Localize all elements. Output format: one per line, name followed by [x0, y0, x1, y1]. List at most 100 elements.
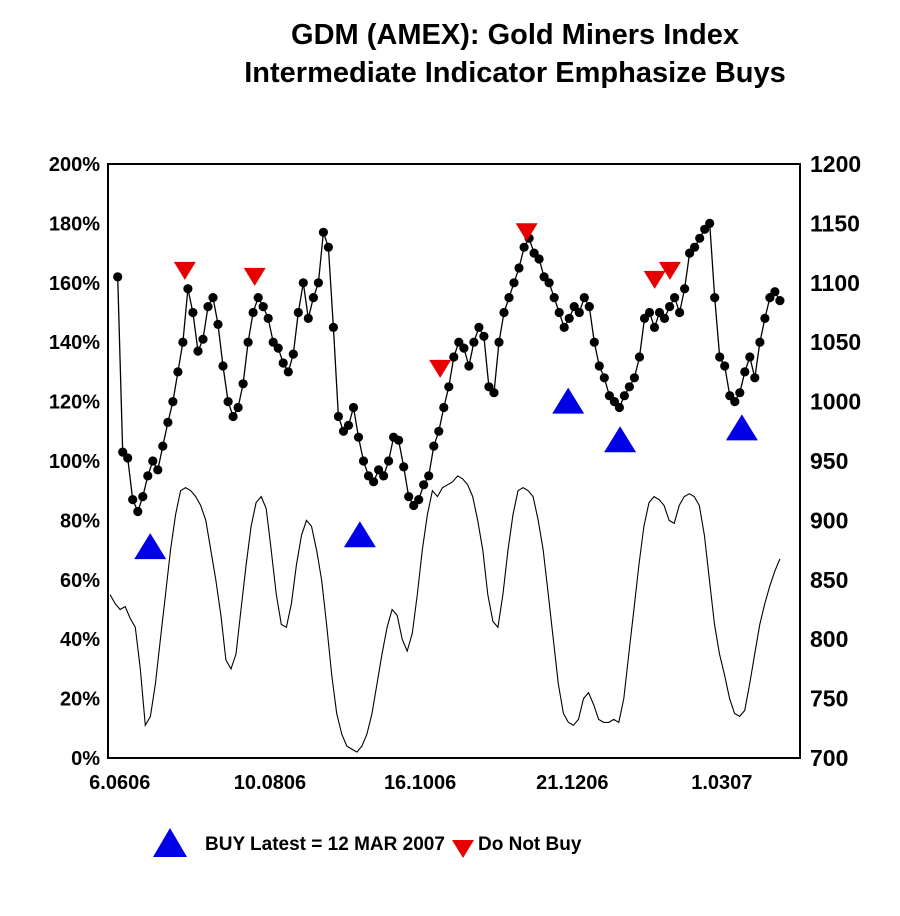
- index-series-dot: [283, 367, 293, 377]
- left-axis-tick-label: 40%: [60, 629, 100, 651]
- index-series-dot: [298, 278, 308, 288]
- index-series-dot: [489, 388, 499, 398]
- index-series-dot: [494, 337, 504, 347]
- index-series-dot: [464, 361, 474, 371]
- chart-title: GDM (AMEX): Gold Miners Index Intermedia…: [0, 16, 900, 92]
- index-series-dot: [404, 492, 414, 502]
- index-series-dot: [544, 278, 554, 288]
- index-series-dot: [248, 307, 258, 318]
- index-series-dot: [710, 293, 720, 303]
- index-series-dot: [504, 293, 514, 303]
- right-axis-tick-label: 1050: [810, 329, 861, 355]
- index-series-dot: [308, 293, 318, 303]
- left-axis-tick-label: 60%: [60, 570, 100, 592]
- index-series-dot: [348, 402, 359, 413]
- index-series-dot: [459, 343, 469, 353]
- index-series-dot: [153, 465, 163, 475]
- index-series-dot: [419, 480, 429, 490]
- index-series-dot: [534, 254, 544, 264]
- buy-signal-triangle: [725, 414, 758, 441]
- index-series-dot: [128, 495, 138, 505]
- index-series-dot: [163, 417, 173, 427]
- left-axis-tick-label: 180%: [49, 213, 100, 235]
- x-axis-tick-label: 21.1206: [536, 772, 608, 794]
- index-series-dot: [183, 284, 193, 294]
- index-series-dot: [293, 307, 303, 318]
- index-series-dot: [138, 492, 148, 502]
- index-series-dot: [665, 302, 675, 312]
- index-series-dot: [394, 435, 404, 445]
- index-series-dot: [474, 322, 484, 332]
- index-series-dot: [148, 456, 158, 466]
- index-series-dot: [263, 313, 273, 323]
- index-series-dot: [715, 352, 725, 362]
- do-not-buy-signal-triangle: [658, 261, 681, 280]
- index-series-dot: [750, 373, 760, 383]
- index-series-dot: [133, 506, 143, 517]
- legend-buy-label: BUY Latest = 12 MAR 2007: [205, 834, 445, 855]
- index-series-dot: [745, 352, 755, 362]
- chart-title-line1: GDM (AMEX): Gold Miners Index: [291, 19, 739, 51]
- left-axis-tick-label: 120%: [49, 392, 100, 414]
- do-not-buy-signal-triangle: [643, 270, 666, 289]
- right-axis-tick-label: 1100: [810, 270, 860, 296]
- index-series-dot: [519, 242, 529, 252]
- index-series-dot: [614, 402, 625, 413]
- do-not-buy-signal-triangle: [173, 261, 196, 280]
- plot-area: 0% 20% 40% 60% 80% 100% 120% 140% 160% 180% 200% 70…: [0, 144, 900, 808]
- index-series-dot: [379, 471, 389, 481]
- left-axis-tick-label: 160%: [49, 273, 100, 295]
- index-series-dot: [253, 293, 263, 303]
- index-series-dot: [735, 388, 745, 398]
- index-series-dot: [755, 337, 765, 347]
- right-axis-tick-label: 1200: [810, 151, 861, 177]
- index-series-dot: [188, 307, 198, 318]
- index-series-dot: [705, 218, 715, 228]
- right-axis-tick-label: 1000: [810, 389, 861, 415]
- buy-signal-triangle: [552, 387, 585, 414]
- index-series-dot: [384, 456, 394, 466]
- chart-title-line2: Intermediate Indicator Emphasize Buys: [244, 57, 786, 89]
- right-axis-tick-label: 950: [810, 448, 848, 474]
- index-series-dot: [414, 495, 424, 505]
- plot-frame: [107, 163, 801, 759]
- index-series-dot: [629, 373, 640, 383]
- index-series-line: [117, 221, 781, 514]
- index-series-dot: [740, 367, 750, 377]
- legend: BUY Latest = 12 MAR 2007 Do Not Buy: [0, 822, 900, 892]
- index-series-dot: [353, 432, 364, 442]
- index-series-dot: [303, 313, 313, 323]
- index-series-dot: [720, 361, 730, 371]
- index-series-dot: [690, 242, 700, 252]
- index-series-dot: [243, 337, 253, 347]
- index-series-dot: [238, 379, 248, 389]
- index-series-dot: [143, 471, 153, 481]
- index-series-dot: [434, 426, 444, 436]
- index-series-dot: [514, 263, 524, 273]
- index-series-dot: [775, 296, 785, 306]
- x-axis-tick-label: 10.0806: [234, 772, 306, 794]
- index-series-dot: [599, 373, 609, 383]
- right-axis-tick-label: 1150: [810, 210, 860, 236]
- left-axis-tick-label: 20%: [60, 689, 100, 711]
- left-axis-tick-label: 200%: [49, 154, 100, 176]
- x-axis-tick-label: 6.0606: [89, 772, 150, 794]
- do-not-buy-signal-triangle: [429, 359, 452, 378]
- buy-signal-triangle: [134, 533, 167, 560]
- index-series-dot: [173, 367, 183, 377]
- index-series-dot: [730, 397, 740, 407]
- index-series-dot: [223, 397, 233, 407]
- index-series-dot: [158, 441, 168, 451]
- index-series-dot: [589, 337, 599, 347]
- index-series-dot: [429, 441, 439, 451]
- index-series-dot: [564, 313, 574, 323]
- right-axis-tick-label: 900: [810, 507, 848, 533]
- index-series-dot: [399, 462, 409, 472]
- legend-do-not-buy-label: Do Not Buy: [478, 834, 582, 855]
- x-axis-tick-label: 16.1006: [384, 772, 456, 794]
- index-series-dot: [624, 382, 635, 392]
- left-axis-tick-label: 0%: [71, 748, 100, 770]
- index-series-dot: [644, 307, 655, 318]
- index-series-dot: [559, 322, 569, 332]
- index-series-dot: [288, 349, 298, 359]
